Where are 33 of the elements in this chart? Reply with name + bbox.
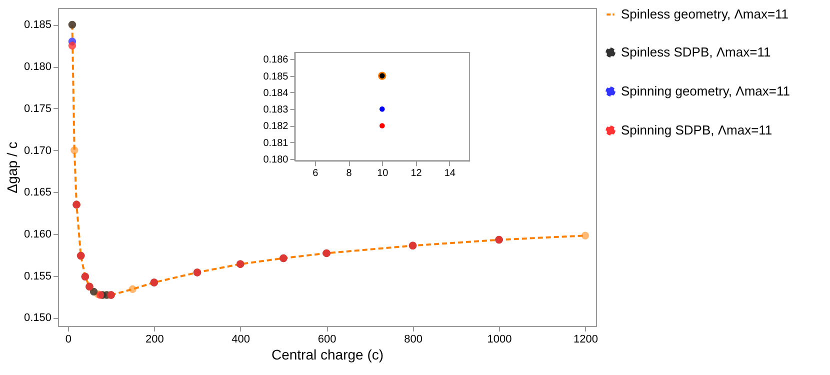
x-tick-label: 800 bbox=[404, 334, 422, 346]
y-tick-label: 0.175 bbox=[24, 102, 52, 115]
x-tick-label: 400 bbox=[232, 334, 250, 346]
legend-label: Spinning geometry, Λmax=11 bbox=[621, 84, 790, 98]
x-tick-label: 12 bbox=[410, 168, 422, 180]
x-tick-label: 0 bbox=[65, 334, 72, 346]
legend-label: Spinless SDPB, Λmax=11 bbox=[621, 44, 771, 60]
y-tick-label: 0.184 bbox=[263, 88, 289, 99]
y-tick-label: 0.160 bbox=[24, 228, 52, 240]
x-tick-label: 600 bbox=[318, 334, 336, 346]
x-axis-title: Central charge (c) bbox=[271, 346, 384, 362]
y-tick-label: 0.181 bbox=[263, 138, 289, 149]
y-tick-label: 0.180 bbox=[24, 61, 52, 74]
x-tick-label: 6 bbox=[312, 168, 319, 180]
x-tick-label: 14 bbox=[444, 168, 456, 180]
y-tick-label: 0.185 bbox=[24, 19, 52, 32]
y-tick-label: 0.150 bbox=[24, 312, 52, 324]
y-tick-label: 0.183 bbox=[263, 104, 289, 116]
y-tick-label: 0.170 bbox=[24, 144, 52, 157]
y-axis-title: Δgap / c bbox=[4, 142, 20, 194]
x-tick-label: 200 bbox=[145, 334, 164, 346]
y-tick-label: 0.180 bbox=[263, 154, 289, 166]
x-tick-label: 1200 bbox=[573, 334, 598, 346]
y-tick-label: 0.186 bbox=[263, 54, 289, 66]
y-tick-label: 0.182 bbox=[263, 121, 289, 132]
legend-label: Spinning SDPB, Λmax=11 bbox=[621, 122, 772, 138]
y-tick-label: 0.155 bbox=[24, 270, 52, 282]
x-tick-label: 10 bbox=[377, 168, 389, 180]
y-tick-label: 0.185 bbox=[263, 71, 289, 82]
y-tick-label: 0.165 bbox=[24, 186, 52, 199]
x-tick-label: 1000 bbox=[487, 334, 512, 346]
legend-label: Spinless geometry, Λmax=11 bbox=[621, 6, 789, 22]
x-tick-label: 8 bbox=[346, 168, 352, 180]
